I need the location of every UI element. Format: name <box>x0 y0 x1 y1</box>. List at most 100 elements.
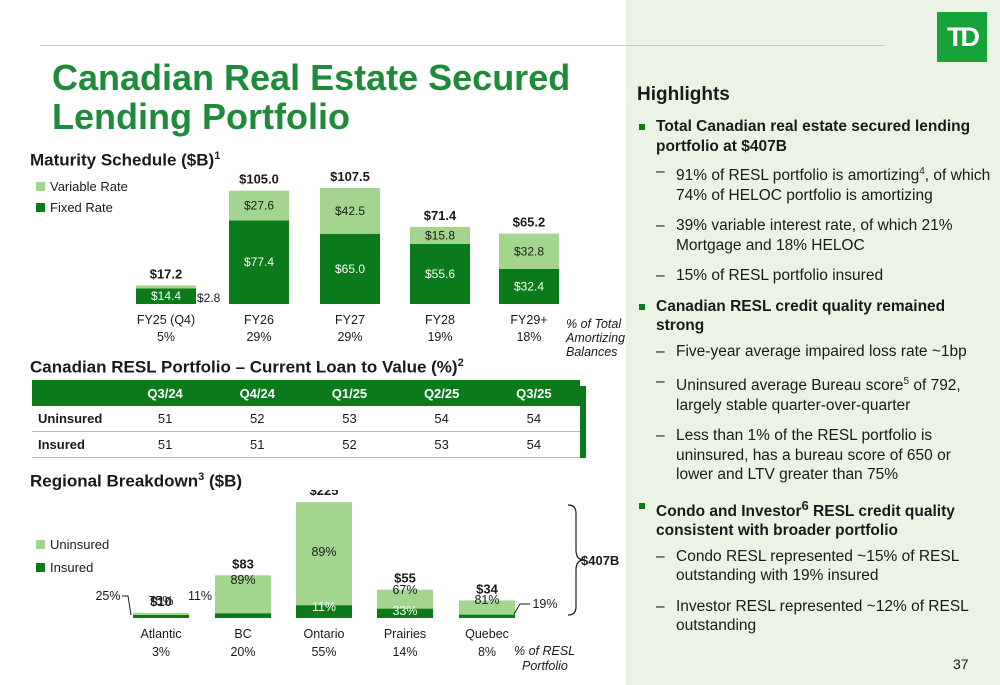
percent-of-balance-label: 5% <box>157 330 175 344</box>
percent-of-portfolio-label: 55% <box>311 645 336 659</box>
insured-callout-line <box>513 603 530 615</box>
ltv-cell: 51 <box>119 406 212 432</box>
bullet-text: RESL credit quality consistent with broa… <box>656 502 955 540</box>
highlight-sub: Uninsured average Bureau score5 of 792, … <box>636 372 992 415</box>
variable-rate-label: $2.8 <box>197 291 221 305</box>
regional-breakdown-chart: Uninsured Insured $10Atlantic3%$83BC20%$… <box>36 490 619 673</box>
total-brace <box>567 504 585 616</box>
sub-text: 91% of RESL portfolio is amortizing <box>676 167 920 185</box>
note-line-2: Portfolio <box>522 659 568 673</box>
ltv-cell: 54 <box>487 431 580 458</box>
highlight-bullet: Total Canadian real estate secured lendi… <box>636 117 992 156</box>
ltv-cell: 52 <box>303 431 396 458</box>
note-line-3: Balances <box>566 345 617 359</box>
bar-total-label: $55 <box>394 571 416 586</box>
x-tick-label: FY25 (Q4) <box>137 313 195 327</box>
insured-percent-label: 25% <box>95 589 120 603</box>
uninsured-bar <box>459 600 515 615</box>
x-tick-label: FY26 <box>244 313 274 327</box>
note-line-1: % of Total <box>566 317 622 331</box>
x-tick-label: Atlantic <box>141 627 182 641</box>
bar-total-label: $17.2 <box>150 266 183 281</box>
insured-percent-label: 11% <box>312 600 336 614</box>
x-tick-label: FY27 <box>335 313 365 327</box>
ltv-header-row: Q3/24 Q4/24 Q1/25 Q2/25 Q3/25 <box>32 380 580 406</box>
percent-of-portfolio-label: 3% <box>152 645 170 659</box>
fixed-rate-bar <box>499 269 559 304</box>
x-tick-label: FY28 <box>425 313 455 327</box>
variable-rate-bar <box>136 285 196 289</box>
ltv-row-label: Uninsured <box>32 406 119 432</box>
fixed-rate-label: $32.4 <box>514 280 544 294</box>
bar-total-label: $10 <box>150 594 172 609</box>
ltv-row-insured: Insured 51 51 52 53 54 <box>32 431 580 458</box>
insured-bar <box>459 614 515 618</box>
ltv-header: Q2/25 <box>395 380 488 406</box>
footnote-ref: 4 <box>919 166 925 177</box>
regional-bars: $10 Atlantic 3% $83 BC 20% $225 Ontario 55% $55 Pr… <box>95 490 557 659</box>
highlight-sub: 91% of RESL portfolio is amortizing4, of… <box>636 162 992 205</box>
sub-text: Uninsured average Bureau score <box>676 377 904 395</box>
td-logo: TD <box>937 12 987 62</box>
ltv-row-label: Insured <box>32 431 119 458</box>
uninsured-bar <box>133 612 189 615</box>
percent-of-balance-label: 18% <box>516 330 541 344</box>
ltv-cell: 52 <box>211 406 304 432</box>
logo-text: TD <box>947 21 980 52</box>
variable-rate-bar <box>320 187 380 234</box>
fixed-rate-bar <box>410 243 470 304</box>
legend-swatch-fixed <box>36 203 45 212</box>
maturity-schedule-chart: Variable Rate Fixed Rate $14.4 $2.8 $17.2 F… <box>36 169 625 359</box>
ltv-header: Q3/25 <box>487 380 580 406</box>
percent-of-portfolio-label: 14% <box>392 645 417 659</box>
legend-label-fixed: Fixed Rate <box>50 200 113 215</box>
regional-side-note: % of RESL Portfolio <box>514 644 578 673</box>
ltv-header-blank <box>32 380 119 406</box>
footnote-ref: 6 <box>801 497 809 513</box>
bar-total-label: $65.2 <box>513 215 546 230</box>
fixed-rate-label: $55.6 <box>425 267 455 281</box>
highlight-sub: Condo RESL represented ~15% of RESL outs… <box>636 547 992 586</box>
insured-bar <box>133 615 189 618</box>
highlight-bullet: Canadian RESL credit quality remained st… <box>636 297 992 336</box>
variable-rate-label: $32.8 <box>514 244 544 258</box>
x-tick-label: BC <box>234 627 251 641</box>
insured-bar <box>377 608 433 618</box>
ltv-cell: 54 <box>395 406 488 432</box>
bar-total-label: $83 <box>232 556 254 571</box>
fixed-rate-bar <box>229 220 289 304</box>
percent-of-balance-label: 29% <box>246 330 271 344</box>
maturity-bars: $14.4 $2.8 $17.2 FY25 (Q4) 5% $77.4 $27.6 $105.… <box>136 169 559 344</box>
note-line-2: Amortizing <box>565 331 625 345</box>
sub-text: of 792, largely stable quarter-over-quar… <box>676 377 961 414</box>
insured-percent-label: 11% <box>188 589 212 603</box>
highlight-sub: Five-year average impaired loss rate ~1b… <box>636 342 992 362</box>
insured-bar <box>296 605 352 618</box>
maturity-title: Maturity Schedule ($B)1 <box>30 150 220 171</box>
ltv-table: Q3/24 Q4/24 Q1/25 Q2/25 Q3/25 Uninsured … <box>32 380 580 458</box>
top-divider <box>40 45 885 46</box>
bullet-text: Condo and Investor <box>656 502 802 520</box>
ltv-row-uninsured: Uninsured 51 52 53 54 54 <box>32 406 580 432</box>
variable-rate-bar <box>410 226 470 244</box>
insured-bar <box>215 613 271 618</box>
variable-rate-label: $15.8 <box>425 228 455 242</box>
bar-total-label: $107.5 <box>330 169 370 184</box>
uninsured-bar <box>215 575 271 614</box>
uninsured-bar <box>296 502 352 606</box>
bar-total-label: $105.0 <box>239 172 279 187</box>
fixed-rate-bar <box>136 288 196 304</box>
fixed-rate-bar <box>320 233 380 304</box>
x-tick-label: Ontario <box>304 627 345 641</box>
uninsured-percent-label: 67% <box>392 583 417 597</box>
bar-total-label: $71.4 <box>424 208 457 223</box>
fixed-rate-label: $77.4 <box>244 255 274 269</box>
footnote-ref: 5 <box>903 376 910 388</box>
regional-title-unit: ($B) <box>209 471 243 491</box>
variable-rate-bar <box>499 233 559 270</box>
ltv-header: Q4/24 <box>211 380 304 406</box>
ltv-cell: 53 <box>395 431 488 458</box>
maturity-title-footnote: 1 <box>214 150 221 162</box>
maturity-title-text: Maturity Schedule ($B) <box>30 150 215 170</box>
x-tick-label: Quebec <box>465 627 509 641</box>
